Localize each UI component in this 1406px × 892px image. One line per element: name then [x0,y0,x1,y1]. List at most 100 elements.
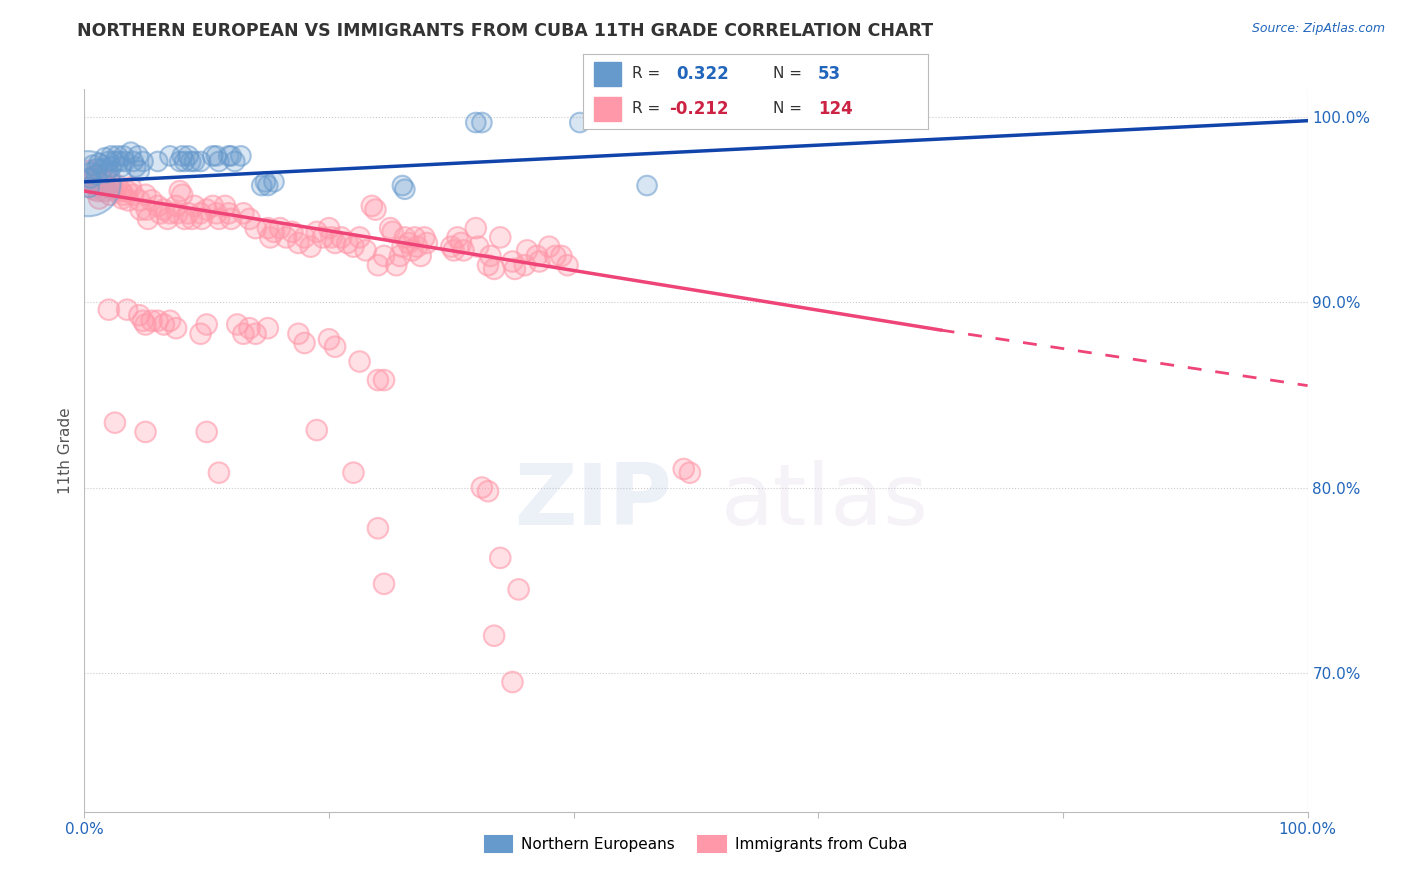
Point [104,184,127,198]
Point [679,466,702,480]
Point [502,254,524,268]
Point [672,462,695,476]
Point [173,211,195,226]
Point [349,230,371,244]
Point [94,151,117,165]
Point [321,230,343,244]
Point [105,149,128,163]
Text: ZIP: ZIP [513,459,672,542]
Point [110,184,132,198]
Point [305,225,328,239]
Point [91,173,114,187]
Point [79,165,101,179]
Point [323,340,346,354]
Point [381,225,404,239]
Point [312,230,335,244]
Point [287,235,309,250]
Point [191,211,214,226]
Point [90,178,112,193]
Point [409,249,432,263]
Point [489,230,512,244]
Point [115,302,138,317]
Point [294,230,316,244]
Point [257,221,280,235]
Point [87,192,110,206]
Point [87,156,110,170]
Point [360,199,382,213]
Point [125,160,148,174]
Point [636,178,658,193]
Point [146,199,169,213]
Point [489,230,512,244]
Point [349,230,371,244]
Text: NORTHERN EUROPEAN VS IMMIGRANTS FROM CUBA 11TH GRADE CORRELATION CHART: NORTHERN EUROPEAN VS IMMIGRANTS FROM CUB… [77,22,934,40]
Point [107,154,129,169]
Point [508,582,530,597]
Point [104,154,127,169]
Point [367,521,389,535]
Point [281,225,304,239]
Point [391,240,413,254]
Point [79,171,101,186]
Point [450,235,472,250]
Point [450,235,472,250]
Point [294,336,316,351]
Point [544,249,567,263]
Point [471,115,494,129]
Point [349,354,371,368]
Point [440,240,463,254]
Point [385,258,408,272]
Point [245,221,267,235]
Point [83,169,105,184]
Point [104,154,127,169]
Point [443,244,465,258]
Point [508,582,530,597]
Point [190,154,212,169]
Point [208,211,231,226]
Point [208,466,231,480]
Point [177,149,200,163]
Point [446,230,468,244]
Point [381,225,404,239]
Point [401,244,423,258]
Point [120,180,142,194]
Point [413,230,436,244]
Point [446,230,468,244]
Point [190,154,212,169]
Point [394,230,416,244]
Point [84,178,107,193]
Point [219,149,242,163]
Point [82,158,104,172]
Point [181,211,204,226]
Point [135,202,157,217]
Point [201,149,224,163]
Point [482,261,505,276]
Point [250,178,273,193]
Point [122,187,145,202]
Text: R =: R = [631,102,659,116]
Point [516,244,538,258]
Text: 0.322: 0.322 [676,65,730,83]
Point [135,425,157,439]
Point [165,199,187,213]
Point [112,187,135,202]
Point [120,145,142,160]
Point [100,149,122,163]
Point [636,178,658,193]
Point [195,202,218,217]
Point [146,314,169,328]
Point [125,160,148,174]
Point [305,225,328,239]
Point [354,244,377,258]
Point [453,244,475,258]
Point [115,184,138,198]
Point [136,211,159,226]
Point [336,235,359,250]
Point [287,326,309,341]
Point [245,221,267,235]
Point [257,321,280,335]
Point [110,160,132,174]
Point [218,149,240,163]
Point [86,161,108,176]
Point [104,416,127,430]
